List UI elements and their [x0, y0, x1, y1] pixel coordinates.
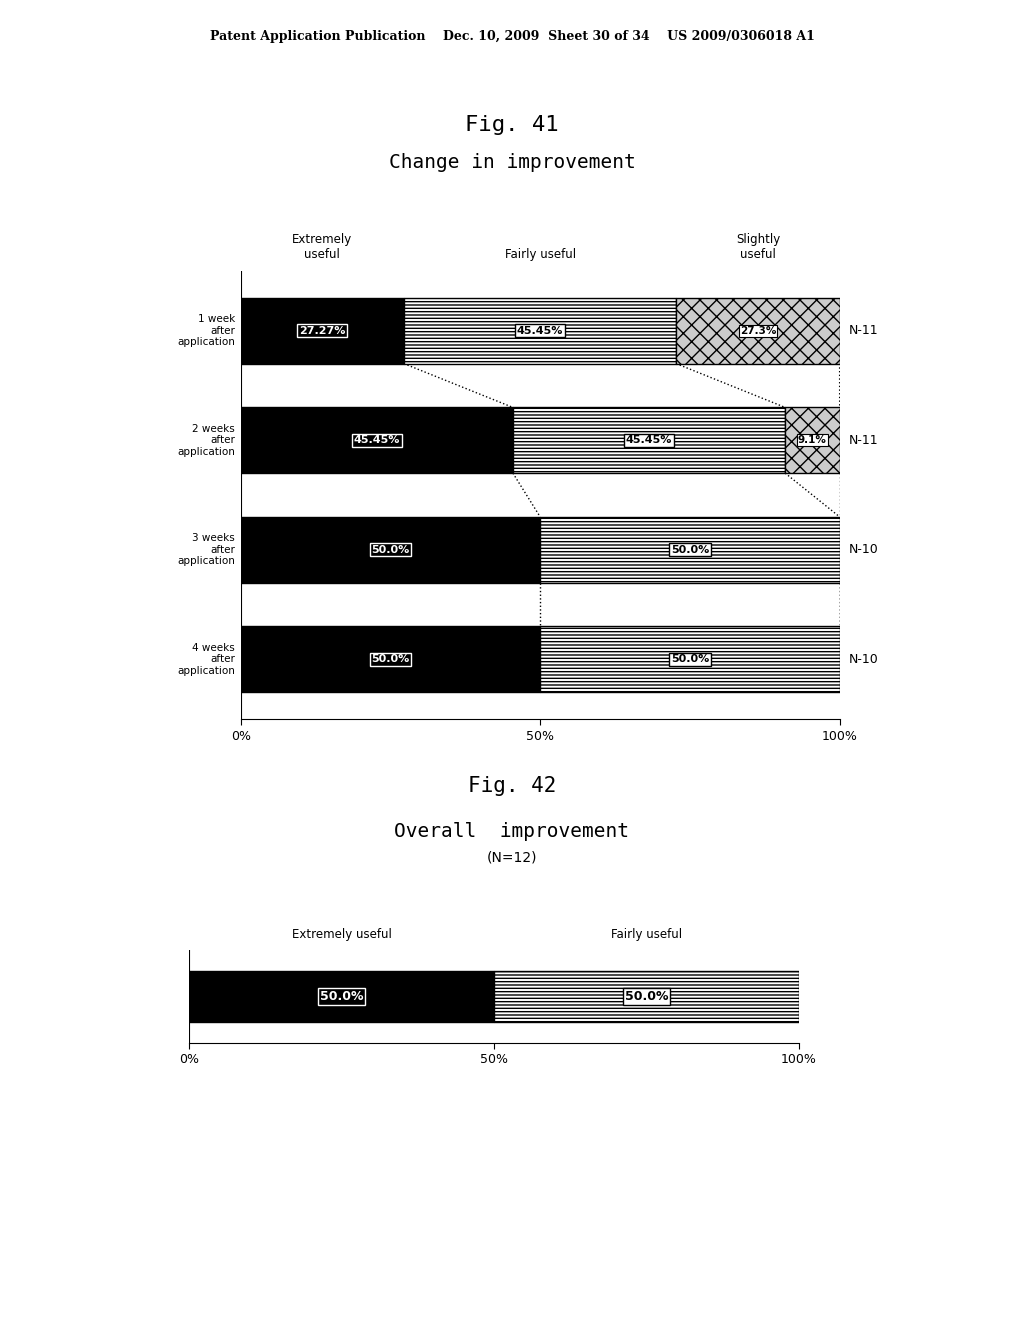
Text: 27.3%: 27.3%	[739, 326, 776, 335]
Text: 50.0%: 50.0%	[321, 990, 364, 1003]
Text: N-10: N-10	[849, 544, 879, 556]
Bar	[785, 408, 840, 473]
Text: Slightly
useful: Slightly useful	[736, 234, 780, 261]
Text: 50.0%: 50.0%	[671, 655, 709, 664]
Bar	[189, 972, 494, 1022]
Text: Extremely useful: Extremely useful	[292, 928, 392, 941]
Text: Fig. 42: Fig. 42	[468, 776, 556, 796]
Text: 50.0%: 50.0%	[625, 990, 668, 1003]
Text: 45.45%: 45.45%	[517, 326, 563, 335]
Text: Change in improvement: Change in improvement	[389, 153, 635, 172]
Text: 27.27%: 27.27%	[299, 326, 345, 335]
Bar	[541, 627, 840, 692]
Text: 9.1%: 9.1%	[798, 436, 826, 445]
Bar	[241, 298, 404, 363]
Text: 45.45%: 45.45%	[353, 436, 400, 445]
Text: Extremely
useful: Extremely useful	[292, 234, 352, 261]
Bar	[404, 298, 676, 363]
Text: Overall  improvement: Overall improvement	[394, 822, 630, 841]
Text: 50.0%: 50.0%	[372, 545, 410, 554]
Bar	[241, 517, 541, 582]
Bar	[241, 627, 541, 692]
Text: Patent Application Publication    Dec. 10, 2009  Sheet 30 of 34    US 2009/03060: Patent Application Publication Dec. 10, …	[210, 30, 814, 44]
Text: 50.0%: 50.0%	[671, 545, 709, 554]
Bar	[241, 408, 513, 473]
Text: N-10: N-10	[849, 652, 879, 665]
Text: 50.0%: 50.0%	[372, 655, 410, 664]
Text: (N=12): (N=12)	[486, 850, 538, 865]
Text: 45.45%: 45.45%	[626, 436, 672, 445]
Text: Fig. 41: Fig. 41	[465, 115, 559, 135]
Text: N-11: N-11	[849, 434, 879, 446]
Bar	[676, 298, 840, 363]
Text: N-11: N-11	[849, 325, 879, 338]
Text: Fairly useful: Fairly useful	[505, 248, 575, 261]
Bar	[494, 972, 799, 1022]
Bar	[541, 517, 840, 582]
Text: Fairly useful: Fairly useful	[611, 928, 682, 941]
Bar	[513, 408, 785, 473]
